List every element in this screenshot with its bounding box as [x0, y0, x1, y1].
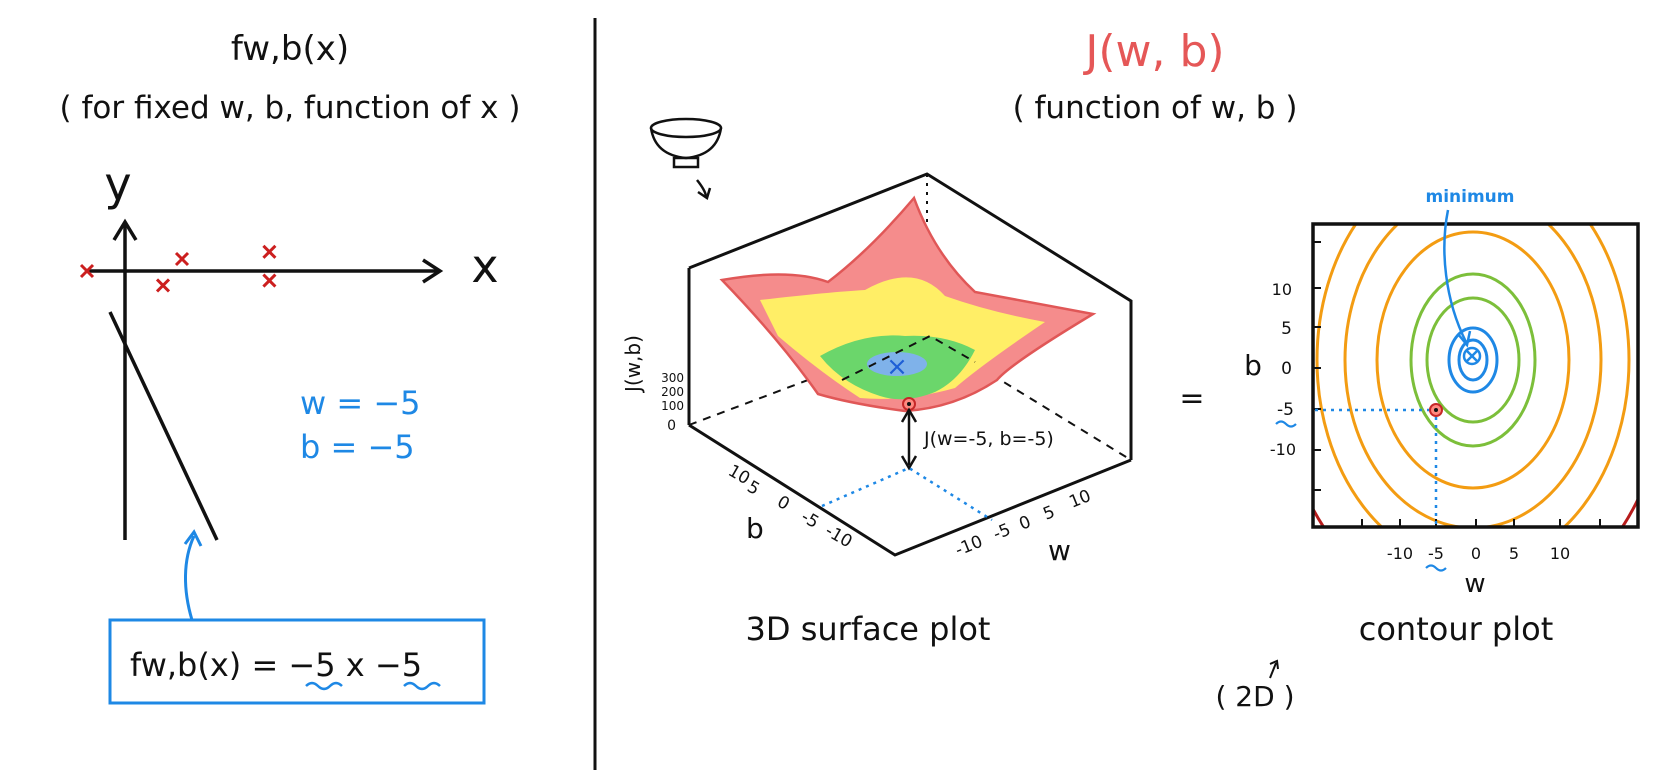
contour-ring-5 — [1343, 224, 1603, 527]
b-tick-neg5: -5 — [798, 507, 823, 533]
contour-ring-0 — [1457, 338, 1489, 382]
contour-w-label: w — [1464, 569, 1485, 599]
w-tick-0: 0 — [1016, 512, 1034, 535]
left-title: fw,b(x) — [231, 29, 349, 69]
contour-ring-7 — [1313, 224, 1638, 527]
contour-b-tick-0: 0 — [1281, 359, 1292, 379]
z-tick-200: 200 — [661, 385, 684, 399]
contour-ring-6 — [1315, 224, 1631, 527]
x-axis-label: x — [471, 239, 498, 293]
data-points — [79, 244, 277, 293]
note-pointer — [1269, 662, 1277, 679]
surface-base-front — [688, 423, 1132, 557]
contour-b-tick-10: 10 — [1272, 280, 1292, 299]
contour-w-tick-10: 10 — [1550, 544, 1570, 563]
surface-caption: 3D surface plot — [746, 610, 991, 648]
w-tick-neg10: -10 — [952, 532, 985, 561]
left-subtitle: ( for fixed w, b, function of x ) — [60, 90, 521, 126]
contour-minimum-marker — [1462, 346, 1482, 366]
left-panel: fw,b(x) ( for fixed w, b, function of x … — [60, 29, 521, 705]
contour-b-tick-neg10: -10 — [1270, 440, 1296, 459]
surface-point-center — [907, 402, 911, 406]
surface-point-label: J(w=-5, b=-5) — [923, 428, 1054, 450]
data-point-4 — [262, 273, 277, 288]
x-axis-arrowhead — [422, 258, 444, 284]
pointer-arrow — [184, 535, 196, 621]
y-axis-arrowhead — [112, 218, 138, 241]
z-tick-300: 300 — [661, 371, 684, 385]
equation-box — [108, 618, 486, 705]
w-tick-10: 10 — [1066, 486, 1094, 513]
underline-w — [305, 681, 343, 691]
right-title: J(w, b) — [1082, 26, 1224, 77]
note-pointer-head — [1269, 659, 1279, 670]
contour-ring-1 — [1447, 326, 1499, 394]
w-value: w = −5 — [300, 384, 421, 422]
data-point-1 — [155, 278, 171, 293]
surface-box-back — [688, 172, 1133, 460]
contour-ring-2 — [1425, 296, 1521, 424]
equation-text: fw,b(x) = −5 x −5 — [130, 646, 422, 684]
contour-rings — [1313, 224, 1638, 527]
contour-underline-b — [1275, 420, 1297, 428]
data-point-2 — [174, 251, 190, 267]
contour-2d-note: ( 2D ) — [1215, 680, 1294, 713]
surface-drop-arrowhead-down — [900, 455, 918, 471]
b-tick-0: 0 — [774, 492, 793, 515]
contour-w-tick-0: 0 — [1471, 544, 1481, 563]
surface-z-label: J(w,b) — [621, 335, 645, 394]
right-panel: J(w, b) ( function of w, b ) × — [621, 26, 1640, 713]
w-tick-neg5: -5 — [990, 520, 1013, 545]
surface-w-label: w — [1048, 534, 1071, 567]
data-point-3 — [262, 244, 277, 259]
contour-caption: contour plot — [1359, 610, 1554, 648]
y-axis-label: y — [104, 157, 131, 211]
contour-w-tick-neg5: -5 — [1428, 544, 1444, 563]
minimum-pointer-arrowhead — [1457, 330, 1472, 348]
pointer-arrowhead — [183, 529, 203, 547]
equals-sign: = — [1179, 381, 1204, 416]
surface-drop-arrowhead-up — [900, 407, 918, 423]
contour-w-tick-5: 5 — [1509, 544, 1519, 563]
surface-projection-dotted — [821, 466, 993, 522]
bowl-icon — [649, 117, 723, 200]
minimum-label: minimum — [1425, 187, 1514, 207]
contour-ring-3 — [1409, 272, 1537, 448]
surface-inner-dashed — [841, 334, 976, 381]
minimum-pointer — [1443, 209, 1468, 343]
contour-b-tick-5: 5 — [1281, 319, 1292, 339]
contour-ring-4 — [1375, 230, 1571, 490]
surface-plot: × J(w=-5, b=-5) J(w,b) 300 200 100 0 10 … — [621, 172, 1133, 648]
data-point-0 — [79, 263, 95, 279]
contour-b-label: b — [1244, 349, 1262, 382]
contour-underline-w — [1425, 564, 1447, 572]
w-tick-5: 5 — [1040, 502, 1058, 525]
model-line — [108, 311, 219, 541]
contour-b-tick-neg5: -5 — [1277, 400, 1294, 420]
underline-b — [403, 681, 441, 691]
contour-plot: 10 5 0 -5 -10 b -10 -5 0 5 10 w — [1215, 187, 1640, 713]
contour-w-tick-neg10: -10 — [1387, 544, 1413, 563]
right-subtitle: ( function of w, b ) — [1013, 90, 1298, 126]
contour-frame — [1311, 222, 1640, 529]
surface-b-label: b — [746, 512, 764, 545]
contour-point-center — [1434, 408, 1438, 412]
surface-blue-core — [867, 352, 927, 376]
b-value: b = −5 — [300, 428, 415, 466]
z-tick-0: 0 — [667, 418, 676, 434]
z-tick-100: 100 — [661, 399, 684, 413]
surface-minimum-marker: × — [886, 352, 908, 382]
